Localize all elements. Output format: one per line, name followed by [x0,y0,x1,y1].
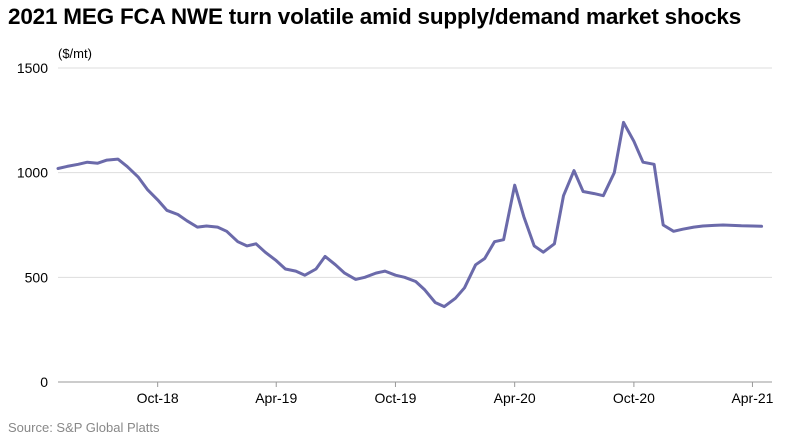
series-line [56,120,764,309]
y-tick-label: 1500 [17,60,48,76]
x-tick-label: Oct-18 [137,390,179,406]
y-tick-label: 500 [25,269,49,285]
source-note: Source: S&P Global Platts [8,420,160,435]
y-tick-label: 0 [40,374,48,390]
x-axis-ticks: Oct-18 Apr-19 Oct-19 Apr-20 Oct-20 Apr-21 [137,382,774,406]
y-tick-label: 1000 [17,165,48,181]
x-tick-label: Oct-20 [613,390,655,406]
series-layer [56,120,764,309]
chart-title: 2021 MEG FCA NWE turn volatile amid supp… [8,4,742,29]
x-tick-label: Apr-21 [731,390,773,406]
y-axis-unit-label: ($/mt) [58,46,92,61]
gridlines [58,67,772,383]
x-tick-label: Apr-19 [255,390,297,406]
x-tick-label: Apr-20 [494,390,536,406]
x-tick-label: Oct-19 [374,390,416,406]
y-axis-ticks: 0 500 1000 1500 [17,60,48,390]
